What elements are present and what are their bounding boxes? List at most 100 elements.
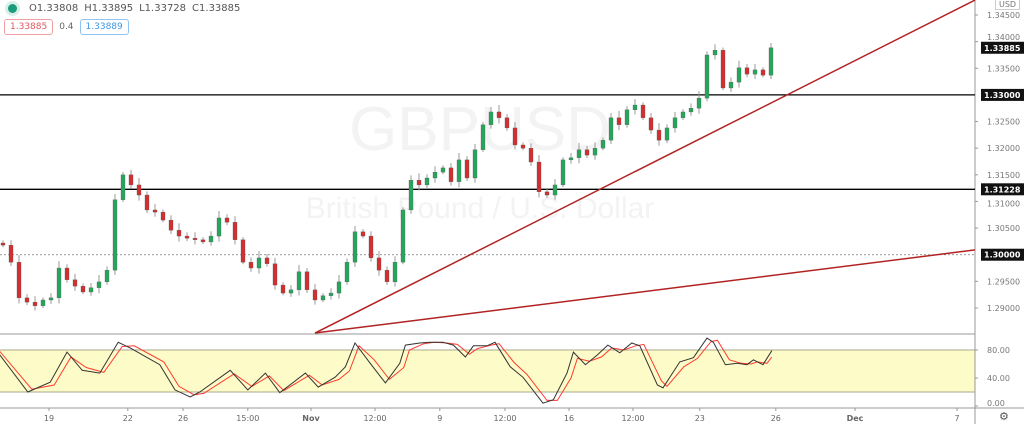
candle-body [136,184,142,196]
price-tick-label: 1.30500 [987,224,1020,233]
candle-body [664,127,670,141]
candle-body [256,257,262,269]
candle-body [472,149,478,179]
candle-body [128,174,134,186]
ohlc-legend: O1.33808 H1.33895 L1.33728 C1.33885 [8,3,240,14]
candle-body [376,257,382,271]
candle-body [8,244,14,263]
candle-body [744,67,750,75]
candle-body [208,235,214,243]
candle-body [120,174,126,200]
sell-button[interactable]: 1.33885 [4,19,54,35]
candle-body [712,50,718,56]
price-tick-label: 1.34500 [987,11,1020,20]
candle-body [528,148,534,163]
candle-body [200,239,206,243]
candle-body [648,117,654,131]
time-tick-label: Dec [847,414,864,423]
low-value: L1.33728 [139,3,187,14]
candle-body [312,289,318,301]
candle-body [544,191,550,196]
price-tick-label: 1.34000 [987,33,1020,42]
candle-body [600,140,606,149]
trendline [314,0,976,334]
spread-value: 0.4 [59,22,74,32]
buy-button[interactable]: 1.33889 [79,19,129,35]
candle-body [592,148,598,156]
candle-body [384,270,390,283]
candle-body [608,117,614,141]
price-level-label: 1.33000 [984,91,1021,100]
candle-body [40,299,46,307]
time-tick-label: 12:00 [363,414,386,423]
close-value: C1.33885 [192,3,241,14]
candle-body [616,117,622,125]
trade-panel: 1.33885 0.4 1.33889 [4,19,129,35]
candle-body [336,281,342,294]
settings-gear-icon[interactable]: ⚙ [999,410,1009,423]
candle-body [480,124,486,150]
candle-body [232,222,238,240]
candle-body [96,281,102,288]
candle-body [720,50,726,89]
candle-body [32,301,38,307]
candle-body [56,267,62,299]
candle-body [448,167,454,182]
watermark-description: British Pound / U.S. Dollar [306,192,654,225]
candle-body [88,287,94,293]
candle-body [568,157,574,161]
candle-body [432,171,438,179]
candle-body [504,117,510,129]
candle-body [584,149,590,156]
candle-body [184,235,190,239]
time-tick-label: 23 [695,414,705,423]
price-tick-label: 1.31500 [987,171,1020,180]
candle-body [704,54,710,99]
price-tick-label: 1.33500 [987,64,1020,73]
candle-body [496,111,502,118]
candle-body [328,292,334,296]
candle-body [280,284,286,294]
candle-body [464,159,470,179]
time-tick-label: 22 [123,414,133,423]
candle-body [696,97,702,109]
high-value: H1.33895 [84,3,134,14]
candle-body [632,104,638,110]
candle-body [680,111,686,118]
candle-body [688,108,694,113]
candle-body [72,279,78,287]
candle-body [112,199,118,271]
candle-body [440,167,446,173]
open-value: O1.33808 [29,3,79,14]
candle-body [536,161,542,193]
price-level-badge [981,88,1024,101]
candle-body [760,69,766,76]
candle-body [552,184,558,196]
candle-body [520,144,526,149]
candle-body [560,159,566,186]
currency-label[interactable]: USD [995,0,1021,10]
time-tick-label: 15:00 [236,414,259,423]
stochastic-k-line [0,337,773,404]
price-level-label: 1.31228 [984,185,1021,194]
price-tick-label: 1.32000 [987,144,1020,153]
candle-body [624,109,630,125]
price-tick-label: 1.31000 [987,199,1020,208]
stochastic-tick-label: 0.00 [987,399,1005,408]
candle-body [288,289,294,294]
candle-body [152,209,158,213]
candle-body [736,67,742,83]
price-level-badge [981,41,1024,54]
candle-body [368,235,374,259]
price-tick-label: 1.29000 [987,304,1020,313]
time-tick-label: Nov [302,414,320,423]
candle-body [240,239,246,263]
candle-body [456,159,462,182]
trendline [314,249,976,334]
candle-body [392,262,398,283]
candle-body [272,263,278,286]
candle-body [24,297,30,303]
candle-body [224,217,230,223]
candle-body [264,257,270,264]
